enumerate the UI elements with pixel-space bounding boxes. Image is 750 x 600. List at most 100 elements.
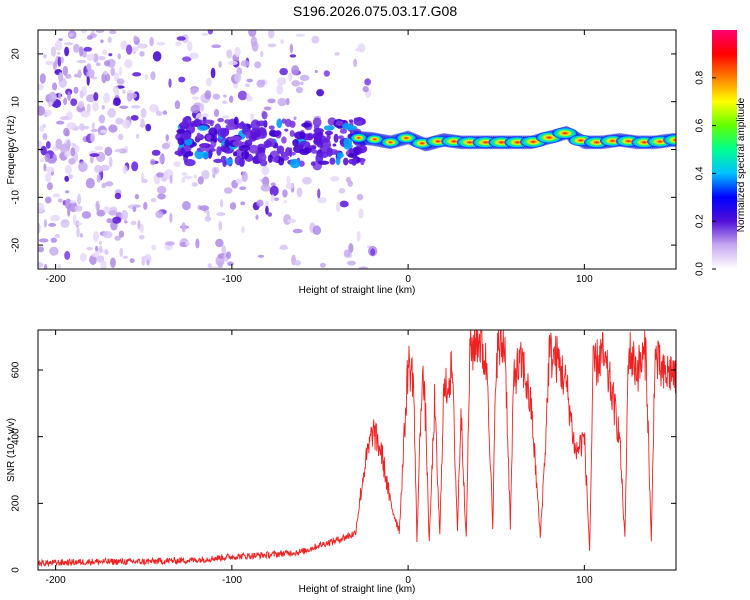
spectrogram-noise-blob — [98, 114, 106, 124]
snr-background — [38, 330, 676, 570]
spectrogram-noise-blob — [57, 198, 63, 203]
spectrogram-noise-blob — [169, 175, 173, 184]
spectrogram-mid-blob — [263, 140, 273, 148]
spectrogram-noise-blob — [54, 40, 63, 51]
snr-frame — [37, 329, 677, 571]
spectrogram-noise-blob — [52, 193, 61, 198]
spectrogram-noise-blob — [39, 125, 45, 132]
spectrogram-noise-blob — [93, 92, 99, 102]
colorbar-tick-label: 0.2 — [695, 214, 706, 228]
spectrogram-noise-blob — [191, 182, 198, 187]
spectrogram-mid-blob — [177, 137, 185, 146]
spectrogram-mid-blob — [238, 144, 251, 152]
spectrogram-noise-blob — [76, 193, 82, 205]
spectrogram-noise-blob — [77, 101, 85, 109]
spectrogram-noise-blob — [168, 78, 172, 88]
spectrogram-noise-blob — [64, 175, 70, 182]
spectrogram-noise-blob — [135, 133, 140, 139]
spectrogram-mid-blob — [335, 120, 344, 126]
spectrogram-band-core — [350, 133, 368, 143]
spectrogram-noise-blob — [134, 193, 140, 200]
spectrogram-noise-blob — [250, 113, 255, 121]
spectrogram-noise-blob — [151, 149, 161, 156]
spectrogram-mid-blob — [232, 140, 244, 147]
spectrogram-mid-blob — [343, 137, 353, 147]
spectrogram-noise-blob — [108, 53, 113, 57]
spectrogram-noise-blob — [364, 78, 372, 86]
spectrogram-noise-blob — [40, 145, 47, 156]
spectrogram-noise-blob — [356, 193, 364, 201]
spectrogram-noise-blob — [285, 182, 294, 190]
spectrogram-noise-blob — [103, 206, 110, 213]
spectrogram-noise-blob — [66, 122, 77, 130]
snr-y-tick-label: 0 — [11, 567, 22, 573]
spectrogram-noise-blob — [210, 67, 216, 79]
spectrogram-noise-blob — [45, 141, 51, 149]
spectrogram-noise-blob — [103, 60, 111, 67]
spectrogram-mid-blob — [339, 128, 348, 134]
spectrogram-noise-blob — [212, 93, 221, 100]
spectrogram-noise-blob — [43, 263, 48, 269]
spectrogram-noise-blob — [348, 243, 354, 254]
spectrogram-noise-blob — [114, 192, 122, 200]
spectrogram-noise-blob — [269, 185, 279, 197]
figure-title: S196.2026.075.03.17.G08 — [293, 3, 457, 19]
spectrogram-noise-blob — [226, 49, 233, 59]
spectrogram-noise-blob — [296, 187, 303, 198]
spectrogram-noise-blob — [90, 128, 99, 133]
spectrogram-noise-blob — [227, 60, 238, 66]
spectrogram-noise-blob — [74, 205, 83, 212]
spectrogram-noise-blob — [213, 108, 220, 118]
spectrogram-mid-blob — [323, 125, 335, 131]
spectrogram-noise-blob — [76, 59, 87, 64]
spectrogram-noise-blob — [174, 100, 181, 110]
spectrogram-noise-blob — [132, 72, 142, 77]
spectrogram-noise-blob — [77, 69, 82, 79]
spectrogram-noise-blob — [79, 90, 84, 99]
spectrogram-mid-blob — [276, 145, 285, 155]
spectrogram-noise-blob — [58, 38, 63, 42]
spectrogram-noise-blob — [43, 219, 47, 228]
spectrogram-noise-blob — [67, 91, 71, 102]
spectrogram-noise-blob — [126, 92, 133, 102]
spectrogram-noise-blob — [256, 79, 265, 88]
spectrogram-noise-blob — [92, 101, 99, 112]
spectrogram-noise-blob — [267, 30, 275, 39]
spectrogram-noise-blob — [38, 262, 44, 268]
spectrogram-noise-blob — [150, 198, 157, 203]
spectrogram-noise-blob — [100, 164, 110, 171]
spectrogram-noise-blob — [112, 97, 121, 106]
spectrogram-noise-blob — [122, 89, 126, 94]
spectrogram-mid-blob — [249, 128, 261, 139]
spectrogram-noise-blob — [70, 98, 78, 107]
spectrogram-noise-blob — [138, 234, 145, 240]
spectrogram-noise-blob — [185, 241, 191, 246]
spectrogram-noise-blob — [316, 88, 325, 97]
spectrogram-mid-blob — [248, 144, 260, 154]
spectrogram-noise-blob — [267, 43, 277, 48]
spectrogram-band-core — [396, 132, 417, 144]
snr-y-tick-label: 400 — [11, 428, 22, 445]
spectrogram-noise-blob — [108, 124, 118, 133]
spectrogram-noise-blob — [89, 153, 100, 157]
spectrogram-mid-blob — [360, 158, 365, 166]
colorbar-label: Normalized spectral amplitude — [736, 97, 747, 232]
spectrogram-noise-blob — [146, 259, 150, 266]
spectrogram-noise-blob — [283, 200, 287, 204]
spectrogram-noise-blob — [124, 220, 128, 224]
spectrogram-noise-blob — [199, 103, 205, 112]
spectrogram-noise-blob — [83, 46, 93, 52]
spectrogram-mid-blob — [289, 120, 296, 128]
spectrogram-mid-blob — [182, 117, 189, 128]
spectrogram-noise-blob — [109, 30, 117, 34]
spectrogram-mid-blob — [282, 151, 287, 157]
spectrogram-noise-blob — [319, 262, 326, 268]
spectrogram-noise-blob — [156, 185, 167, 194]
spectrogram-noise-blob — [362, 86, 369, 93]
spectrogram-mid-blob — [180, 131, 192, 141]
spectrogram-noise-blob — [129, 258, 135, 264]
spectrogram-mid-blob — [301, 122, 312, 128]
spectrogram-noise-blob — [161, 142, 170, 150]
spectrogram-band-core — [365, 134, 384, 145]
spectrogram-noise-blob — [92, 231, 100, 242]
